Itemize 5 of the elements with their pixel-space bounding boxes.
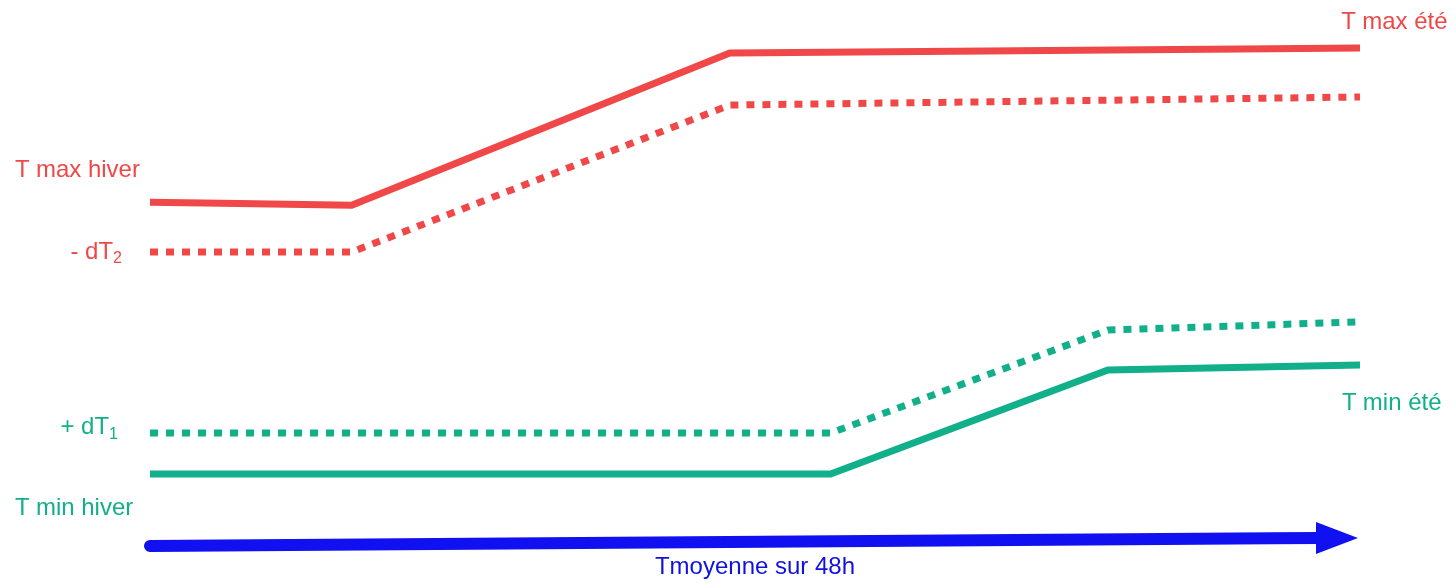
text: T min hiver xyxy=(15,492,134,520)
x-axis-title: Tmoyenne sur 48h xyxy=(654,551,856,579)
annotation: T max hiver xyxy=(15,154,140,182)
text: T max été xyxy=(1341,6,1448,34)
annotation: T min été xyxy=(1341,387,1442,415)
